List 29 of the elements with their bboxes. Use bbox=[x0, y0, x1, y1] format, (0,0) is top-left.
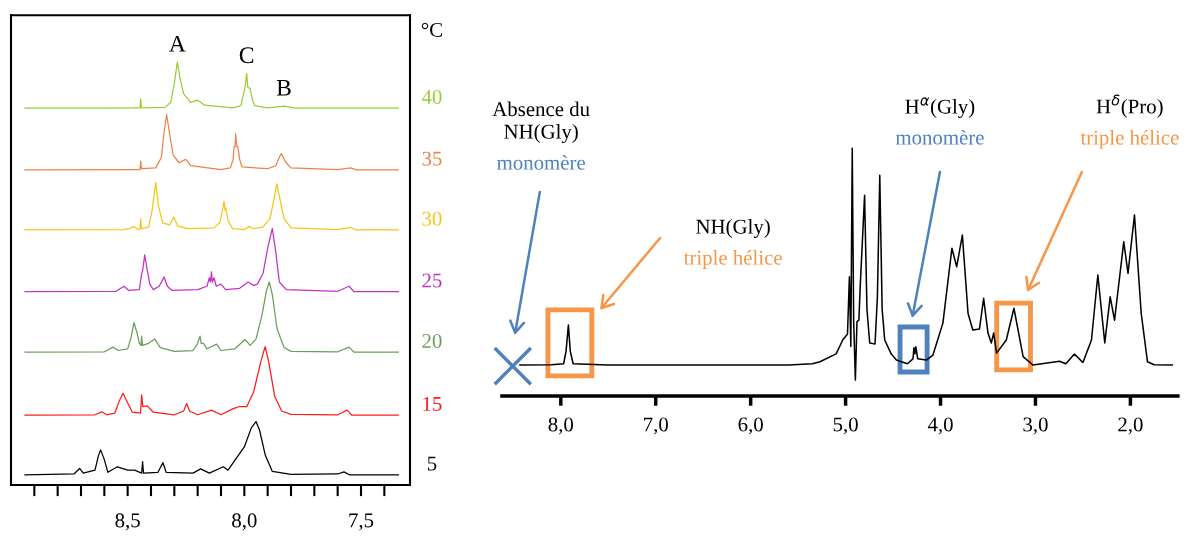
series-label: 25 bbox=[422, 273, 442, 288]
x-tick-label: 4,0 bbox=[927, 417, 953, 435]
x-tick-label: 7,5 bbox=[349, 513, 374, 531]
x-tick-label: 8,0 bbox=[548, 417, 574, 435]
series-label: 40 bbox=[421, 89, 442, 104]
annotation: B bbox=[276, 80, 291, 96]
annotation: triple hélice bbox=[1080, 129, 1179, 149]
series-label: 15 bbox=[423, 397, 442, 411]
x-tick-label: 8,5 bbox=[115, 513, 140, 531]
text: Absence du NH(Gly) bbox=[492, 101, 590, 143]
legend-title: °C bbox=[421, 22, 442, 37]
x-tick-label: 7,0 bbox=[644, 417, 668, 435]
annotation: C bbox=[239, 47, 254, 64]
series-label: 35 bbox=[422, 151, 442, 166]
series-label: 5 bbox=[427, 456, 437, 471]
annotation: monomère bbox=[497, 155, 585, 170]
text: H$^{α}$(Gly) bbox=[905, 97, 975, 118]
annotation: A bbox=[169, 35, 186, 52]
text: H$^{δ}$(Pro) bbox=[1096, 94, 1163, 118]
x-tick-label: 8,0 bbox=[232, 513, 257, 531]
annotation: NH(Gly) bbox=[696, 219, 770, 238]
x-tick-label: 3,0 bbox=[1023, 417, 1048, 435]
x-tick-label: 6,0 bbox=[738, 417, 763, 435]
series-label: 30 bbox=[422, 211, 442, 226]
x-tick-label: 5,0 bbox=[833, 417, 858, 435]
text: monomère bbox=[895, 129, 984, 145]
annotation: triple hélice bbox=[683, 250, 782, 270]
x-tick-label: 2,0 bbox=[1118, 417, 1143, 435]
series-label: 20 bbox=[422, 333, 442, 348]
